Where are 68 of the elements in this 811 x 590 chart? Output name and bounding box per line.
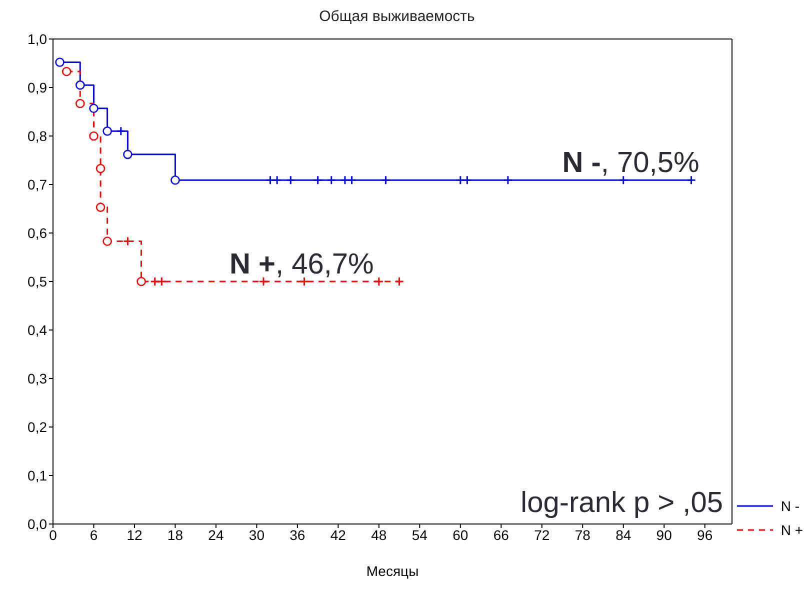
y-tick-label: 0,5 bbox=[28, 273, 48, 290]
point bbox=[686, 175, 696, 185]
point bbox=[266, 175, 276, 185]
point bbox=[503, 175, 513, 185]
y-tick-label: 1,0 bbox=[28, 30, 48, 47]
x-tick-label: 48 bbox=[371, 526, 387, 543]
point bbox=[462, 175, 472, 185]
x-tick-label: 96 bbox=[697, 526, 713, 543]
point bbox=[89, 104, 98, 114]
point bbox=[136, 276, 146, 286]
point bbox=[96, 164, 106, 174]
y-tick-label: 0,9 bbox=[28, 79, 48, 96]
x-tick-label: 42 bbox=[330, 526, 346, 543]
x-tick-label: 24 bbox=[208, 526, 224, 543]
x-axis-title: Месяцы bbox=[366, 563, 419, 579]
point bbox=[394, 276, 404, 286]
y-tick-label: 0,4 bbox=[28, 322, 48, 338]
point bbox=[123, 150, 132, 160]
chart-title: Общая выживаемость bbox=[318, 8, 476, 25]
point bbox=[618, 175, 628, 185]
point bbox=[374, 276, 384, 286]
point bbox=[258, 276, 268, 286]
legend-label: N + bbox=[780, 522, 803, 538]
point bbox=[55, 58, 64, 67]
point bbox=[96, 202, 106, 212]
x-tick-label: 54 bbox=[412, 526, 428, 543]
x-tick-label: 72 bbox=[534, 526, 550, 543]
x-tick-label: 36 bbox=[290, 526, 306, 543]
point bbox=[456, 175, 466, 185]
point bbox=[347, 175, 357, 185]
annotation: N +, 46,7% bbox=[230, 248, 374, 280]
x-tick-label: 30 bbox=[248, 526, 265, 543]
point bbox=[170, 175, 180, 185]
point bbox=[313, 175, 323, 185]
point bbox=[62, 66, 72, 76]
y-tick-label: 0,6 bbox=[28, 224, 48, 241]
y-tick-label: 0,8 bbox=[28, 128, 48, 144]
x-tick-label: 90 bbox=[656, 526, 672, 543]
point bbox=[76, 98, 85, 108]
y-tick-label: 0,7 bbox=[28, 176, 48, 192]
y-tick-label: 0,0 bbox=[28, 516, 48, 532]
x-tick-label: 18 bbox=[167, 526, 184, 543]
point bbox=[102, 126, 112, 136]
x-tick-label: 84 bbox=[616, 526, 632, 543]
point bbox=[102, 236, 112, 246]
point bbox=[286, 175, 296, 185]
x-tick-label: 6 bbox=[90, 526, 98, 543]
x-tick-label: 66 bbox=[493, 526, 510, 543]
point bbox=[89, 131, 98, 141]
point bbox=[299, 276, 309, 286]
point bbox=[150, 276, 160, 286]
annotation: log-rank p > ,05 bbox=[520, 487, 723, 520]
point bbox=[156, 276, 166, 286]
x-tick-label: 60 bbox=[452, 526, 468, 543]
annotation: N -, 70,5% bbox=[562, 147, 700, 180]
point bbox=[272, 175, 282, 185]
y-tick-label: 0,3 bbox=[28, 370, 48, 386]
point bbox=[380, 175, 390, 185]
y-tick-label: 0,1 bbox=[28, 467, 48, 484]
point bbox=[116, 126, 126, 136]
x-tick-label: 0 bbox=[49, 526, 58, 543]
legend-label: N - bbox=[780, 498, 800, 514]
x-tick-label: 78 bbox=[574, 526, 591, 543]
point bbox=[340, 175, 350, 185]
point bbox=[76, 80, 85, 90]
y-tick-label: 0,2 bbox=[28, 418, 48, 435]
point bbox=[326, 175, 336, 185]
x-tick-label: 12 bbox=[126, 526, 142, 543]
